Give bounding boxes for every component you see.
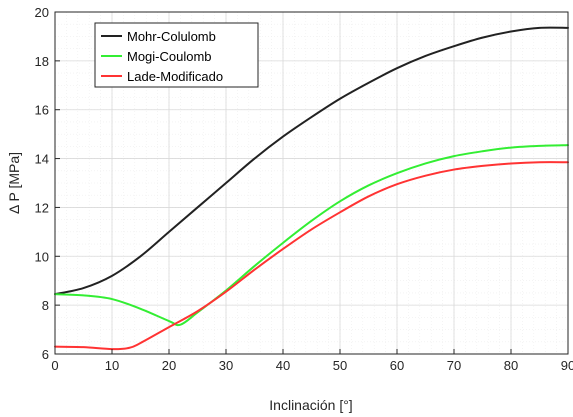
legend-label-mogi-coulomb: Mogi-Coulomb — [127, 49, 212, 64]
x-tick-label: 40 — [276, 358, 290, 373]
legend-label-mohr-colulomb: Mohr-Colulomb — [127, 29, 216, 44]
y-tick-label: 16 — [35, 103, 49, 118]
series-line-mogi-coulomb — [54, 144, 569, 327]
y-tick-label: 18 — [35, 54, 49, 69]
y-tick-label: 6 — [42, 347, 49, 362]
plot-frame — [54, 11, 569, 355]
legend: Mohr-Colulomb Mogi-Coulomb Lade-Modificado — [94, 22, 259, 88]
x-tick-label: 0 — [51, 358, 58, 373]
x-axis-label: Inclinación [°] — [269, 397, 352, 413]
x-tick-label: 90 — [561, 358, 573, 373]
x-tick-label: 50 — [333, 358, 347, 373]
legend-label-lade-modificado: Lade-Modificado — [127, 69, 223, 84]
series-layer — [54, 26, 569, 351]
x-tick-label: 70 — [447, 358, 461, 373]
y-axis-ticks: 6 8 10 12 14 16 18 20 — [35, 5, 60, 362]
y-axis-label: Δ P [MPa] — [6, 152, 22, 214]
legend-box — [94, 22, 259, 88]
x-tick-label: 80 — [504, 358, 518, 373]
x-tick-label: 60 — [390, 358, 404, 373]
y-tick-label: 20 — [35, 5, 49, 20]
x-tick-label: 30 — [219, 358, 233, 373]
x-tick-label: 20 — [162, 358, 176, 373]
x-axis-ticks: 0 10 20 30 40 50 60 70 80 90 — [51, 349, 573, 373]
y-tick-label: 14 — [35, 152, 49, 167]
y-tick-label: 10 — [35, 249, 49, 264]
y-tick-label: 12 — [35, 200, 49, 215]
series-line-mohr-colulomb — [54, 26, 569, 296]
y-tick-label: 8 — [42, 298, 49, 313]
x-tick-label: 10 — [105, 358, 119, 373]
series-line-lade-modificado — [54, 161, 569, 351]
